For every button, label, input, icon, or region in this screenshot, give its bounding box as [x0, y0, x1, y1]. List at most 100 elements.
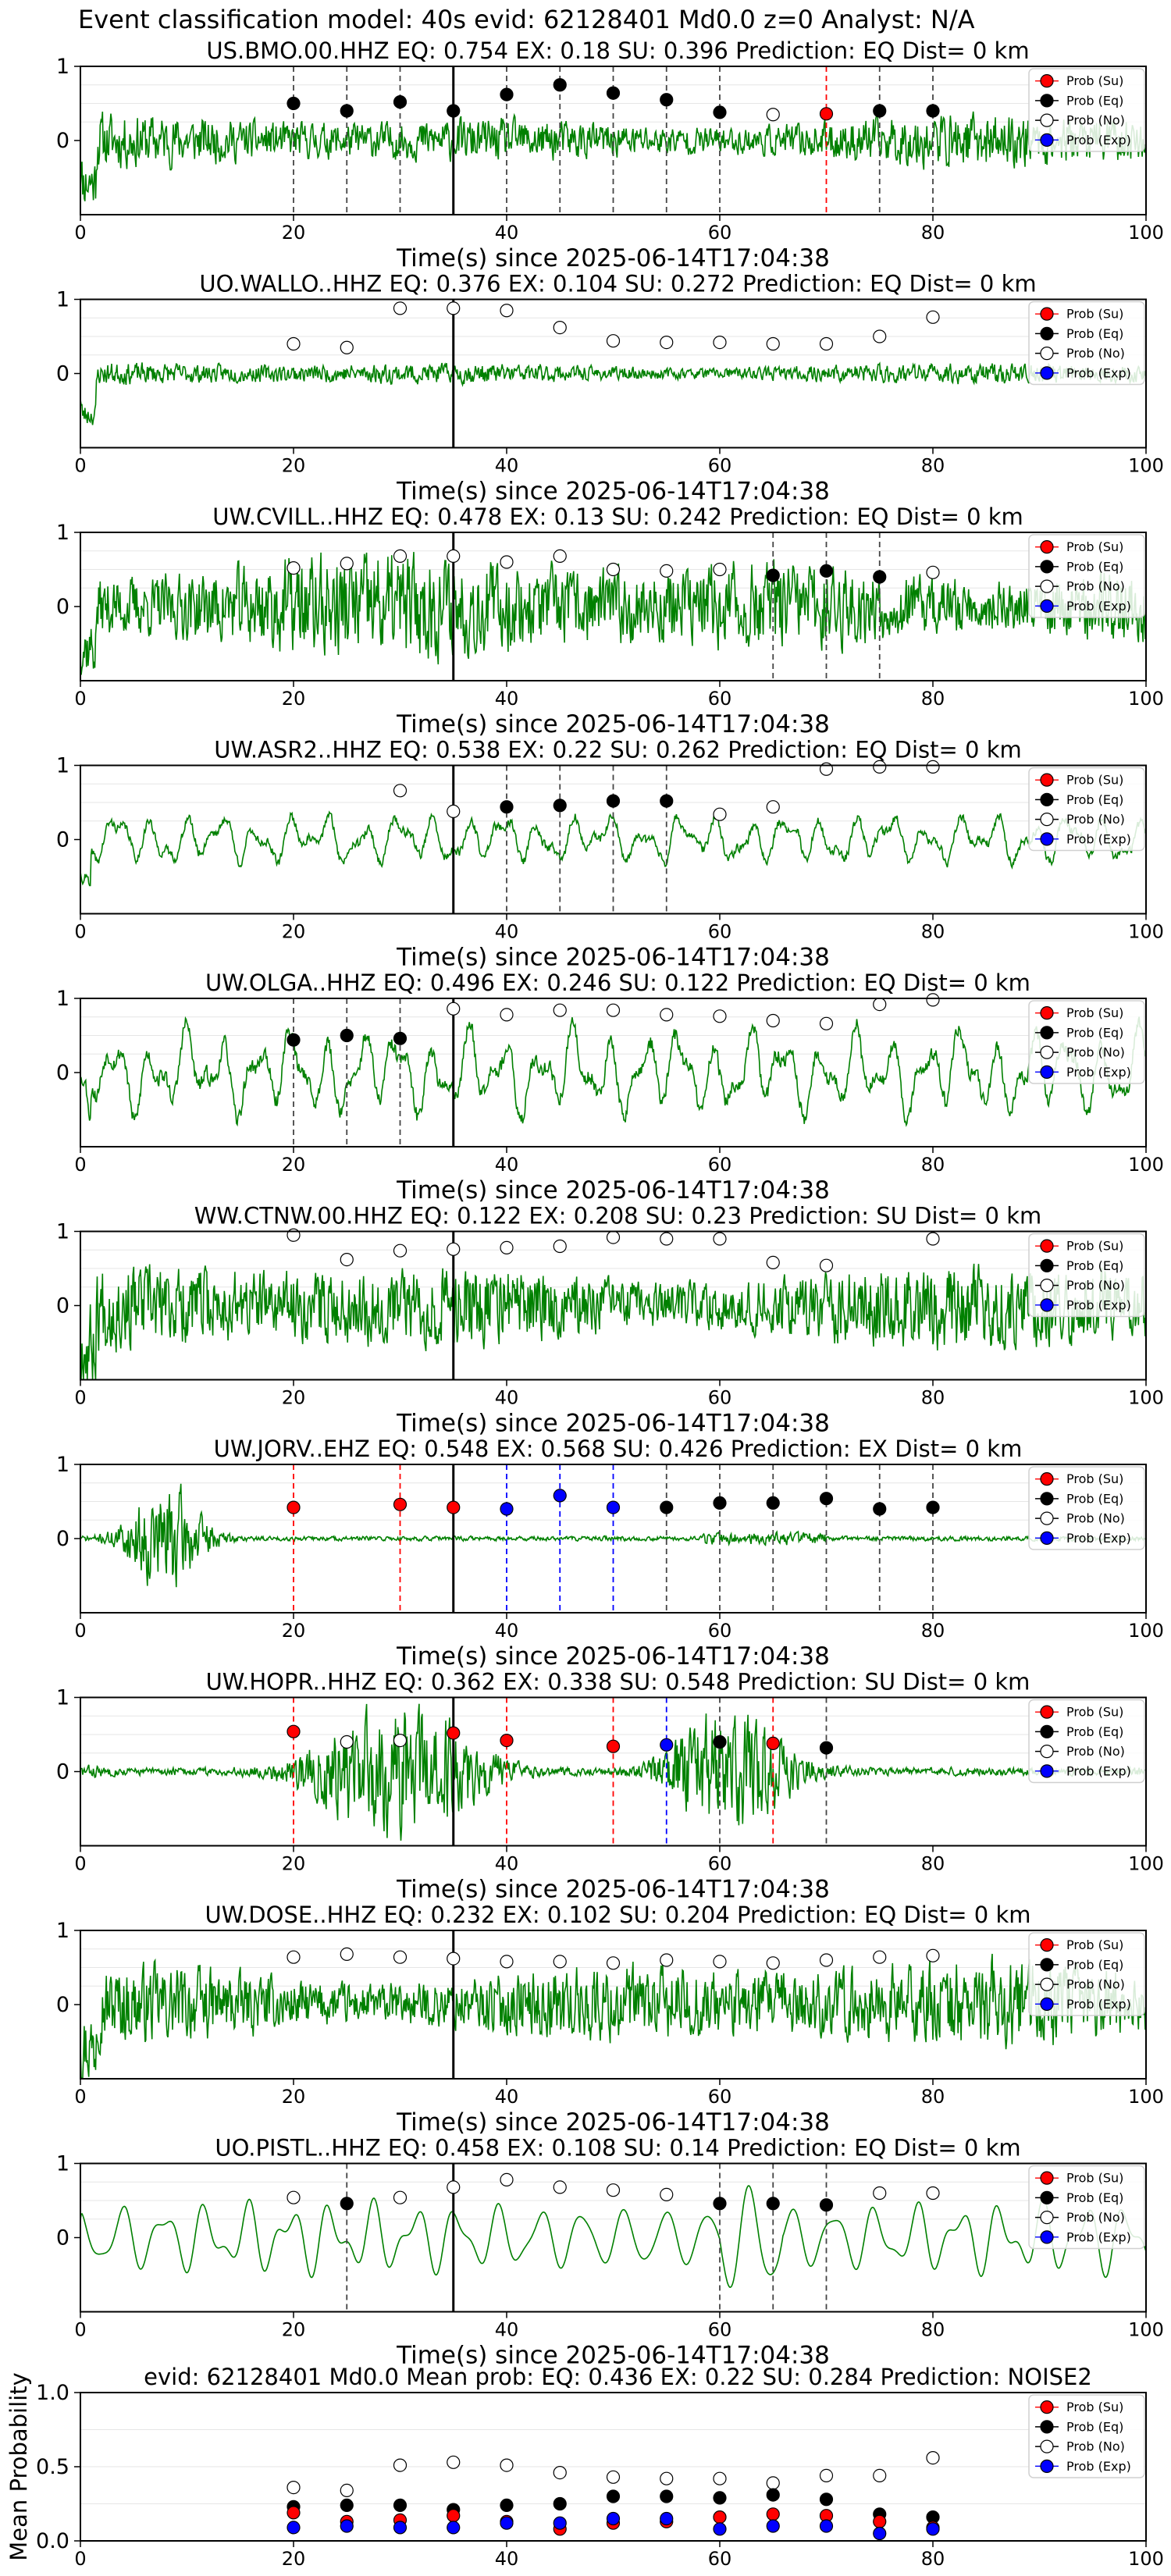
- prob-marker-no: [553, 1239, 567, 1254]
- x-tick-label: 80: [921, 1853, 945, 1875]
- legend-label-su: Prob (Su): [1066, 1239, 1123, 1254]
- station-panel: 0 1 WW.CTNW.00.HHZ EQ: 0.122 EX: 0.208 SU:…: [56, 1203, 1164, 1438]
- y-tick-label: 1: [56, 987, 69, 1011]
- prob-marker-su: [287, 1500, 301, 1514]
- x-tick-label: 80: [921, 1387, 945, 1409]
- legend-box: [1028, 68, 1145, 152]
- prob-marker-no: [926, 1948, 940, 1962]
- panel-title: UW.DOSE..HHZ EQ: 0.232 EX: 0.102 SU: 0.2…: [205, 1902, 1031, 1928]
- panel-title: UW.ASR2..HHZ EQ: 0.538 EX: 0.22 SU: 0.26…: [214, 737, 1022, 763]
- x-tick-label: 0: [74, 2086, 86, 2108]
- legend-marker-eq: [1040, 326, 1054, 340]
- prob-marker-no: [447, 2180, 461, 2194]
- legend-marker-su: [1040, 1472, 1054, 1486]
- x-tick-label: 100: [1128, 2548, 1164, 2570]
- prob-marker-no: [713, 336, 727, 350]
- prob-marker-no: [926, 760, 940, 774]
- prob-marker-no: [713, 807, 727, 821]
- mean-prob-marker-exp: [873, 2526, 887, 2541]
- prob-marker-no: [713, 1955, 727, 1969]
- y-tick-label: 1: [56, 521, 69, 545]
- mean-prob-marker-exp: [553, 2516, 567, 2530]
- x-axis-label: Time(s) since 2025-06-14T17:04:38: [396, 1176, 830, 1204]
- prob-marker-no: [500, 304, 514, 318]
- prob-marker-no: [500, 1008, 514, 1022]
- legend-marker-no: [1040, 1977, 1054, 1991]
- prob-marker-eq: [340, 2197, 354, 2211]
- legend-box: [1028, 2394, 1145, 2478]
- prob-marker-no: [766, 800, 780, 814]
- prob-marker-eq: [766, 2197, 780, 2211]
- x-tick-label: 80: [921, 2548, 945, 2570]
- legend-marker-su: [1040, 773, 1054, 787]
- mean-prob-marker-su: [713, 2510, 727, 2524]
- legend-marker-su: [1040, 2400, 1054, 2414]
- legend-label-exp: Prob (Exp): [1066, 1531, 1131, 1546]
- prob-marker-no: [500, 1955, 514, 1969]
- prob-marker-no: [447, 549, 461, 564]
- mean-prob-marker-no: [553, 2466, 567, 2480]
- station-panel: 0 1 US.BMO.00.HHZ EQ: 0.754 EX: 0.18 SU: 0…: [56, 37, 1164, 272]
- x-tick-label: 20: [282, 2319, 306, 2341]
- x-tick-label: 0: [74, 1620, 86, 1642]
- prob-marker-no: [287, 2190, 301, 2204]
- prob-marker-no: [873, 2186, 887, 2201]
- x-axis-label: Time(s) since 2025-06-14T17:04:38: [396, 2108, 830, 2137]
- x-tick-label: 80: [921, 2086, 945, 2108]
- x-tick-label: 100: [1128, 455, 1164, 477]
- x-axis-label: Time(s) since 2025-06-14T17:04:38: [396, 944, 830, 972]
- legend-marker-no: [1040, 2439, 1054, 2453]
- legend-label-exp: Prob (Exp): [1066, 133, 1131, 148]
- mean-prob-marker-su: [447, 2509, 461, 2523]
- prob-marker-eq: [713, 105, 727, 119]
- y-tick-label: 1.0: [36, 2381, 69, 2405]
- station-panel: 0 1 UW.CVILL..HHZ EQ: 0.478 EX: 0.13 SU: 0…: [56, 503, 1164, 738]
- prob-marker-exp: [606, 1500, 621, 1514]
- x-tick-label: 20: [282, 921, 306, 943]
- x-tick-label: 40: [495, 455, 519, 477]
- legend-label-eq: Prob (Eq): [1066, 1724, 1123, 1739]
- x-tick-label: 40: [495, 222, 519, 244]
- x-tick-label: 40: [495, 921, 519, 943]
- y-tick-label: 1: [56, 754, 69, 778]
- prob-marker-eq: [660, 1500, 674, 1514]
- prob-marker-no: [819, 336, 834, 351]
- x-tick-label: 60: [708, 2086, 732, 2108]
- legend-label-eq: Prob (Eq): [1066, 792, 1123, 807]
- prob-marker-no: [340, 340, 354, 354]
- prob-marker-no: [287, 560, 301, 575]
- legend-marker-eq: [1040, 2190, 1054, 2204]
- prob-marker-su: [447, 1726, 461, 1740]
- legend-marker-no: [1040, 113, 1054, 127]
- prob-marker-no: [447, 301, 461, 315]
- legend-marker-eq: [1040, 94, 1054, 108]
- x-tick-label: 80: [921, 921, 945, 943]
- legend-marker-no: [1040, 813, 1054, 827]
- mean-prob-marker-exp: [606, 2511, 621, 2526]
- mean-prob-marker-exp: [660, 2511, 674, 2526]
- panel-title: UW.CVILL..HHZ EQ: 0.478 EX: 0.13 SU: 0.2…: [212, 503, 1023, 530]
- prob-marker-no: [873, 1950, 887, 1964]
- x-tick-label: 20: [282, 2086, 306, 2108]
- x-tick-label: 60: [708, 222, 732, 244]
- prob-marker-no: [713, 562, 727, 577]
- waveform-trace: [80, 552, 1146, 675]
- prob-marker-su: [500, 1734, 514, 1748]
- prob-marker-eq: [553, 78, 567, 92]
- legend-label-no: Prob (No): [1066, 2210, 1125, 2225]
- panel-title: WW.CTNW.00.HHZ EQ: 0.122 EX: 0.208 SU: 0…: [194, 1203, 1042, 1229]
- panel-title: UW.OLGA..HHZ EQ: 0.496 EX: 0.246 SU: 0.1…: [205, 970, 1030, 996]
- prob-marker-no: [766, 336, 780, 351]
- y-tick-label: 0: [56, 1993, 69, 2017]
- y-tick-label: 0: [56, 828, 69, 852]
- x-tick-label: 0: [74, 2319, 86, 2341]
- legend-label-su: Prob (Su): [1066, 307, 1123, 322]
- legend-marker-su: [1040, 307, 1054, 321]
- mean-prob-marker-eq: [500, 2498, 514, 2512]
- legend-label-exp: Prob (Exp): [1066, 1763, 1131, 1778]
- legend-box: [1028, 1233, 1145, 1318]
- legend-label-eq: Prob (Eq): [1066, 2190, 1123, 2205]
- legend-marker-exp: [1040, 832, 1054, 846]
- y-tick-label: 0: [56, 1294, 69, 1318]
- x-tick-label: 40: [495, 2548, 519, 2570]
